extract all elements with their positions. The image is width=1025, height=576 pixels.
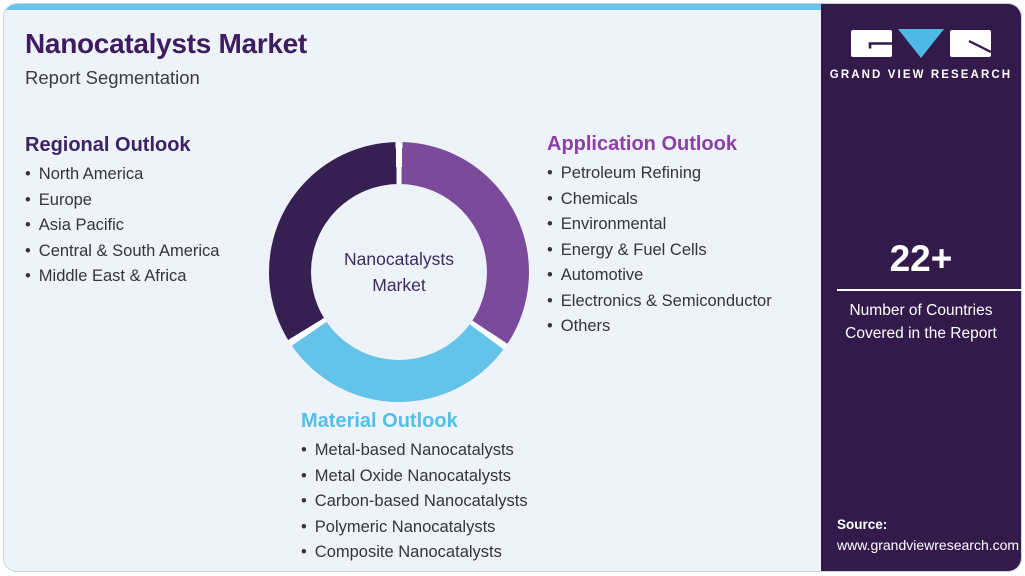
page-title: Nanocatalysts Market — [25, 28, 307, 59]
gvr-logo-icon — [851, 29, 992, 58]
title-block: Nanocatalysts Market Report Segmentation — [25, 28, 307, 89]
sidebar: GRAND VIEW RESEARCH 22+ Number of Countr… — [821, 4, 1021, 571]
list-item: Polymeric Nanocatalysts — [301, 518, 528, 537]
list-item: Metal Oxide Nanocatalysts — [301, 467, 528, 486]
list-item: Composite Nanocatalysts — [301, 543, 528, 562]
page-subtitle: Report Segmentation — [25, 67, 200, 88]
main-panel: Nanocatalysts Market Report Segmentation… — [4, 4, 821, 571]
logo-wordmark: GRAND VIEW RESEARCH — [829, 69, 1013, 81]
countries-stat: 22+ Number of Countries Covered in the R… — [821, 238, 1021, 345]
section-application-outlook: Application Outlook Petroleum Refining Ch… — [547, 133, 772, 343]
donut-chart: Nanocatalysts Market — [269, 142, 529, 402]
list-item: Europe — [25, 191, 219, 210]
material-outlook-heading: Material Outlook — [301, 410, 458, 432]
report-card: Nanocatalysts Market Report Segmentation… — [3, 3, 1022, 572]
stat-value: 22+ — [889, 238, 953, 279]
list-item: Others — [547, 317, 772, 336]
list-item: Petroleum Refining — [547, 164, 772, 183]
top-accent-bar — [4, 4, 821, 10]
list-item: Carbon-based Nanocatalysts — [301, 492, 528, 511]
regional-outlook-list: North America Europe Asia Pacific Central &… — [25, 165, 220, 286]
material-outlook-list: Metal-based Nanocatalysts Metal Oxide Nan… — [301, 441, 528, 562]
list-item: North America — [25, 165, 219, 184]
list-item: Metal-based Nanocatalysts — [301, 441, 528, 460]
list-item: Asia Pacific — [25, 216, 219, 235]
regional-outlook-heading: Regional Outlook — [25, 134, 191, 156]
list-item: Electronics & Semiconductor — [547, 292, 772, 311]
source-label: Source: — [837, 517, 888, 532]
list-item: Environmental — [547, 215, 772, 234]
list-item: Central & South America — [25, 242, 220, 261]
stat-divider — [837, 289, 1021, 291]
list-item: Chemicals — [547, 190, 772, 209]
section-material-outlook: Material Outlook Metal-based Nanocatalys… — [301, 410, 528, 569]
application-outlook-list: Petroleum Refining Chemicals Environmental… — [547, 164, 772, 336]
application-outlook-heading: Application Outlook — [547, 133, 737, 155]
source-block: Source: www.grandviewresearch.com — [837, 517, 1019, 555]
list-item: Automotive — [547, 266, 772, 285]
stat-label: Number of Countries Covered in the Repor… — [845, 302, 997, 342]
source-url-link[interactable]: www.grandviewresearch.com — [837, 537, 1020, 553]
gvr-logo: GRAND VIEW RESEARCH — [821, 26, 1021, 81]
donut-center-label: Nanocatalysts Market — [311, 184, 487, 360]
list-item: Energy & Fuel Cells — [547, 241, 772, 260]
section-regional-outlook: Regional Outlook North America Europe Asia… — [25, 134, 219, 293]
list-item: Middle East & Africa — [25, 267, 219, 286]
